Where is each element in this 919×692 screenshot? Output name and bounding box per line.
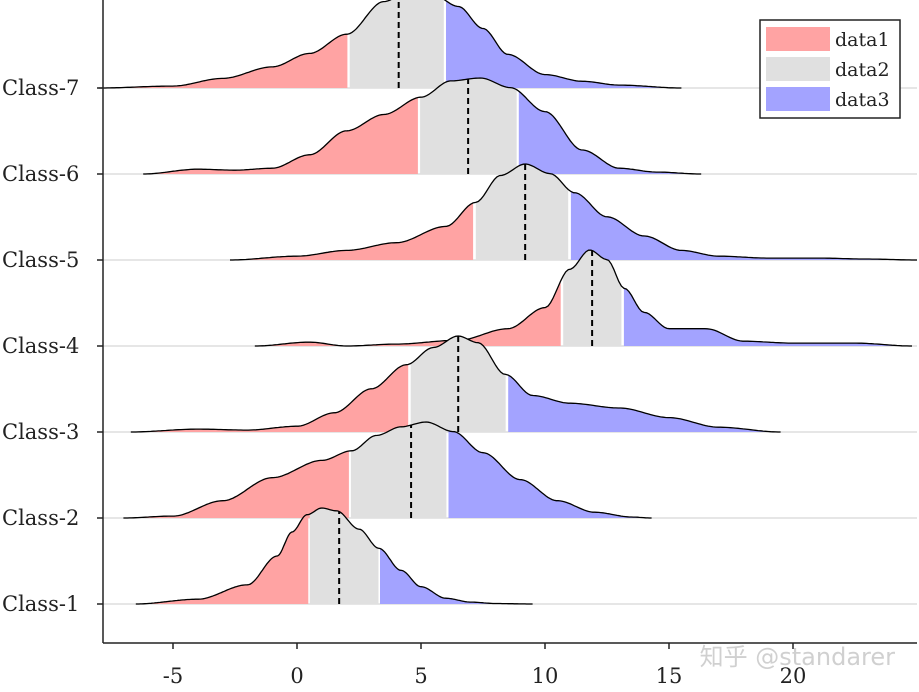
area-data1-class-3 — [130, 364, 409, 432]
area-data3-class-6 — [518, 91, 702, 174]
ridge-class-2 — [103, 421, 917, 519]
area-data3-class-5 — [570, 191, 917, 260]
category-label: Class-7 — [2, 76, 79, 100]
outline-class-4 — [254, 249, 912, 347]
outline-class-7 — [98, 0, 682, 89]
area-data1-class-7 — [98, 34, 348, 88]
ridge-class-1 — [103, 507, 917, 605]
area-data1-class-6 — [143, 97, 418, 174]
category-label: Class-1 — [2, 592, 79, 616]
area-data3-class-1 — [380, 548, 533, 604]
area-data3-class-7 — [446, 0, 682, 88]
x-tick-label: -5 — [163, 664, 183, 688]
x-tick-label: 10 — [532, 664, 559, 688]
area-data1-class-4 — [254, 280, 561, 346]
legend-label-data1: data1 — [835, 29, 890, 51]
legend-label-data3: data3 — [835, 89, 890, 111]
area-data2-class-3 — [410, 336, 506, 432]
legend-label-data2: data2 — [835, 59, 890, 81]
outline-class-3 — [130, 335, 781, 433]
outline-class-6 — [143, 77, 702, 175]
area-data2-class-1 — [309, 508, 379, 604]
ridge-class-4 — [103, 249, 917, 347]
area-data3-class-3 — [508, 375, 781, 432]
area-data3-class-4 — [623, 288, 912, 346]
area-data3-class-2 — [448, 430, 652, 518]
legend-swatch-data1 — [766, 27, 830, 51]
area-data2-class-2 — [350, 422, 447, 518]
category-label: Class-2 — [2, 506, 79, 530]
area-data2-class-7 — [349, 0, 444, 88]
category-label: Class-6 — [2, 162, 79, 186]
area-data1-class-5 — [230, 202, 474, 260]
outline-class-1 — [135, 507, 533, 605]
area-data2-class-6 — [420, 78, 517, 174]
ridge-class-5 — [103, 163, 917, 261]
category-label: Class-4 — [2, 334, 79, 358]
x-tick-label: 20 — [780, 664, 807, 688]
legend-swatch-data3 — [766, 87, 830, 111]
x-tick-label: 15 — [656, 664, 683, 688]
x-tick-label: 0 — [290, 664, 303, 688]
area-data2-class-4 — [563, 250, 622, 346]
category-label: Class-5 — [2, 248, 79, 272]
area-data1-class-2 — [123, 451, 349, 518]
category-label: Class-3 — [2, 420, 79, 444]
outline-class-5 — [230, 163, 917, 261]
watermark: 知乎 @standarer — [699, 643, 895, 671]
legend-swatch-data2 — [766, 57, 830, 81]
ridge-class-3 — [103, 335, 917, 433]
area-data1-class-1 — [135, 514, 309, 604]
area-data2-class-5 — [475, 164, 569, 260]
x-tick-label: 5 — [414, 664, 427, 688]
legend: data1 data2 data3 — [759, 19, 901, 119]
ridges — [98, 0, 917, 605]
outline-class-2 — [123, 421, 652, 519]
